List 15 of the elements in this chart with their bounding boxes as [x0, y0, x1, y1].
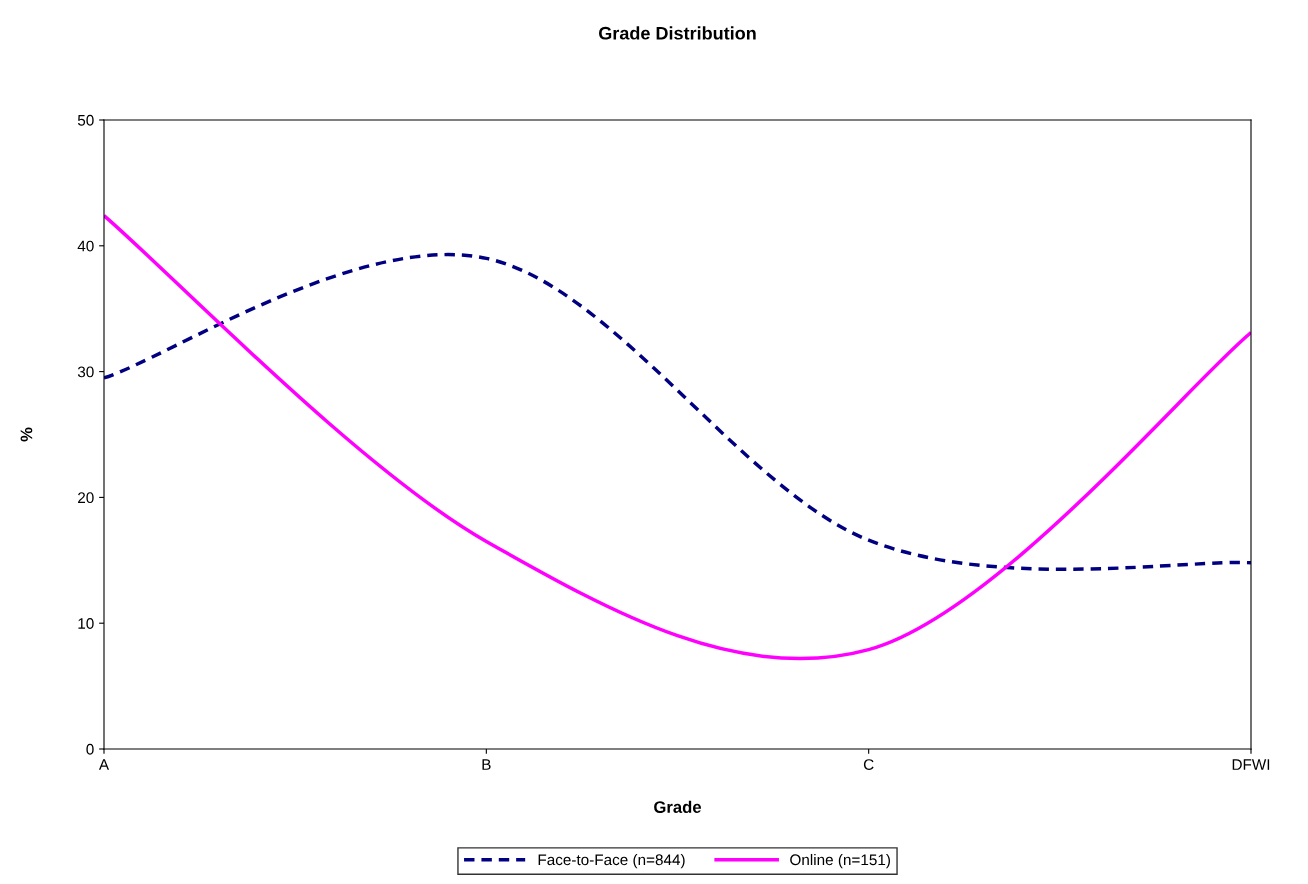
- y-tick-label: 0: [86, 743, 94, 755]
- x-tick-label: B: [482, 759, 491, 770]
- y-tick-label: 10: [78, 618, 94, 629]
- x-axis-title: Grade: [654, 800, 702, 813]
- y-axis-title: %: [20, 427, 33, 442]
- chart-title: Grade Distribution: [599, 26, 756, 40]
- y-tick-label: 50: [77, 114, 94, 126]
- x-tick-label: A: [98, 759, 110, 770]
- x-tick-label: C: [863, 759, 874, 770]
- legend-label: Face-to-Face (n=844): [538, 853, 685, 869]
- y-tick-label: 40: [77, 240, 94, 252]
- x-tick-label: DFWI: [1232, 759, 1270, 770]
- legend-label: Online (n=151): [790, 853, 890, 869]
- y-tick-label: 30: [77, 366, 94, 378]
- y-tick-label: 20: [78, 492, 94, 504]
